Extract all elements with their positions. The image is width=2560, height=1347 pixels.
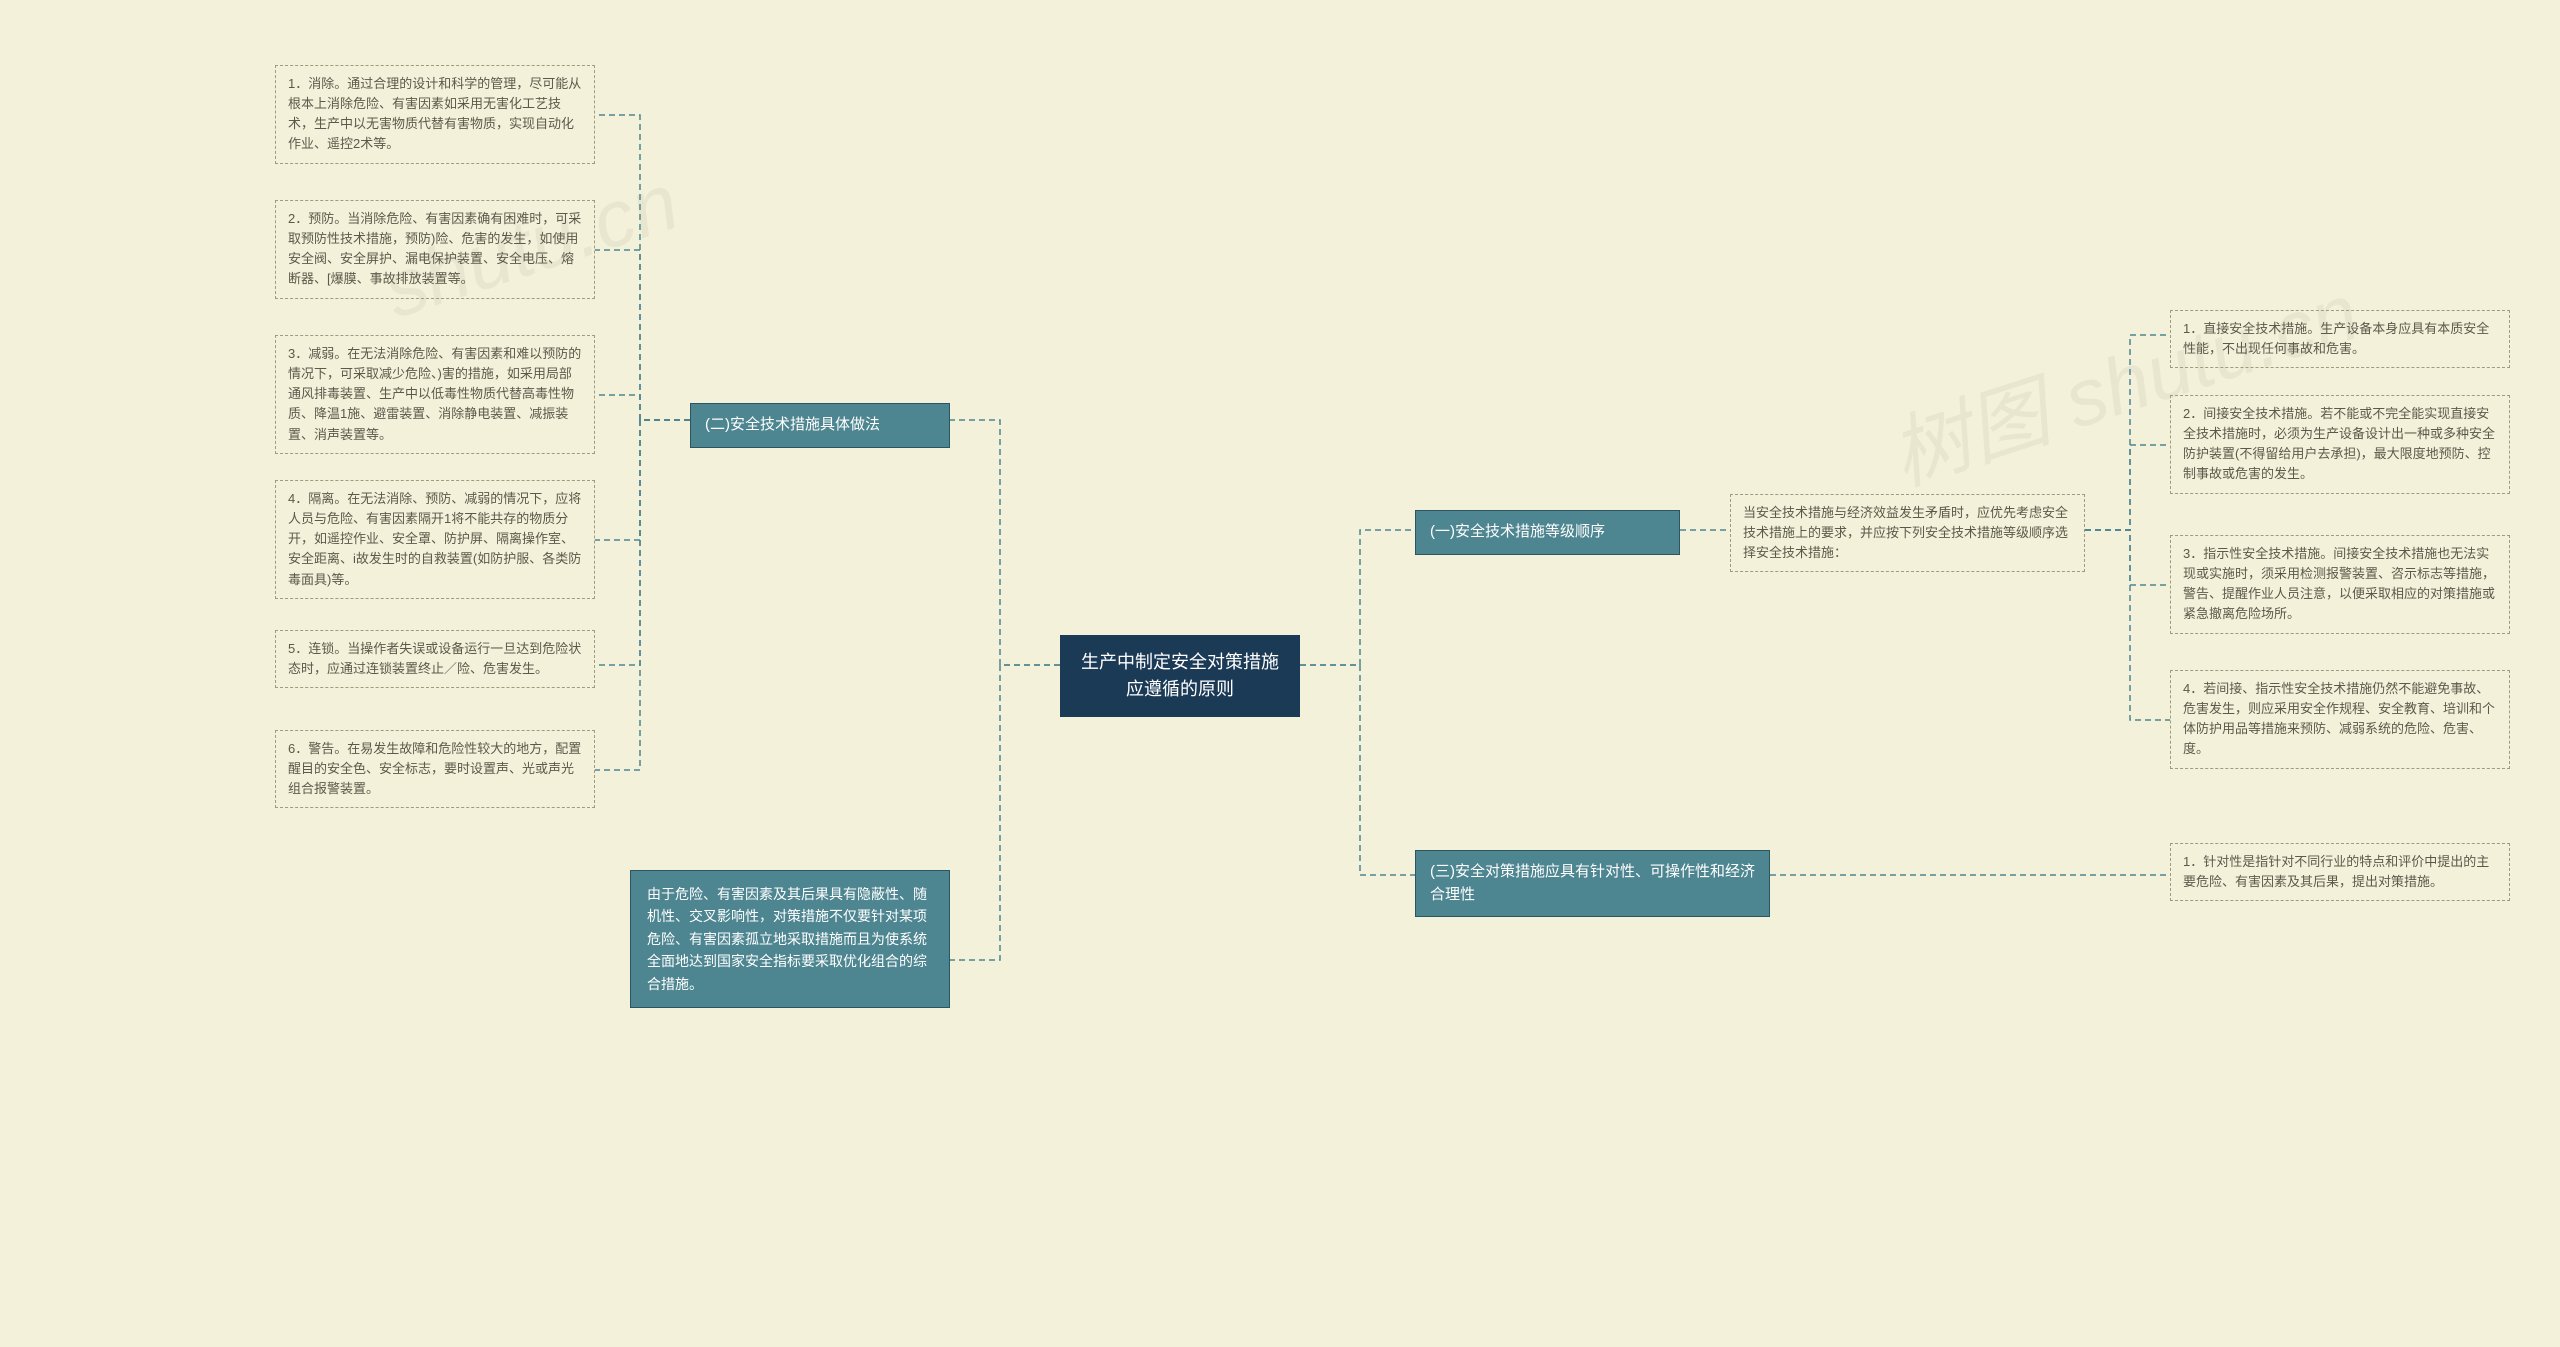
branch-2-leaf-3: 3．减弱。在无法消除危险、有害因素和难以预防的情况下，可采取减少危险、)害的措施… bbox=[275, 335, 595, 454]
branch-3-leaf-1: 1．针对性是指针对不同行业的特点和评价中提出的主要危险、有害因素及其后果，提出对… bbox=[2170, 843, 2510, 901]
root-node: 生产中制定安全对策措施应遵循的原则 bbox=[1060, 635, 1300, 717]
left-bottom-block: 由于危险、有害因素及其后果具有隐蔽性、随机性、交叉影响性，对策措施不仅要针对某项… bbox=[630, 870, 950, 1008]
branch-3: (三)安全对策措施应具有针对性、可操作性和经济合理性 bbox=[1415, 850, 1770, 917]
branch-1-sub: 当安全技术措施与经济效益发生矛盾时，应优先考虑安全技术措施上的要求，并应按下列安… bbox=[1730, 494, 2085, 572]
branch-2-leaf-4: 4．隔离。在无法消除、预防、减弱的情况下，应将人员与危险、有害因素隔开1将不能共… bbox=[275, 480, 595, 599]
branch-1-leaf-1: 1．直接安全技术措施。生产设备本身应具有本质安全性能，不出现任何事故和危害。 bbox=[2170, 310, 2510, 368]
branch-1-leaf-4: 4．若间接、指示性安全技术措施仍然不能避免事故、危害发生，则应采用安全作规程、安… bbox=[2170, 670, 2510, 769]
branch-1-leaf-2: 2．间接安全技术措施。若不能或不完全能实现直接安全技术措施时，必须为生产设备设计… bbox=[2170, 395, 2510, 494]
branch-1: (一)安全技术措施等级顺序 bbox=[1415, 510, 1680, 555]
branch-2-leaf-1: 1．消除。通过合理的设计和科学的管理，尽可能从根本上消除危险、有害因素如采用无害… bbox=[275, 65, 595, 164]
branch-2-leaf-5: 5．连锁。当操作者失误或设备运行一旦达到危险状态时，应通过连锁装置终止／险、危害… bbox=[275, 630, 595, 688]
branch-1-leaf-3: 3．指示性安全技术措施。间接安全技术措施也无法实现或实施时，须采用检测报警装置、… bbox=[2170, 535, 2510, 634]
branch-2-leaf-2: 2．预防。当消除危险、有害因素确有困难时，可采取预防性技术措施，预防)险、危害的… bbox=[275, 200, 595, 299]
branch-2-leaf-6: 6．警告。在易发生故障和危险性较大的地方，配置醒目的安全色、安全标志，要时设置声… bbox=[275, 730, 595, 808]
branch-2: (二)安全技术措施具体做法 bbox=[690, 403, 950, 448]
